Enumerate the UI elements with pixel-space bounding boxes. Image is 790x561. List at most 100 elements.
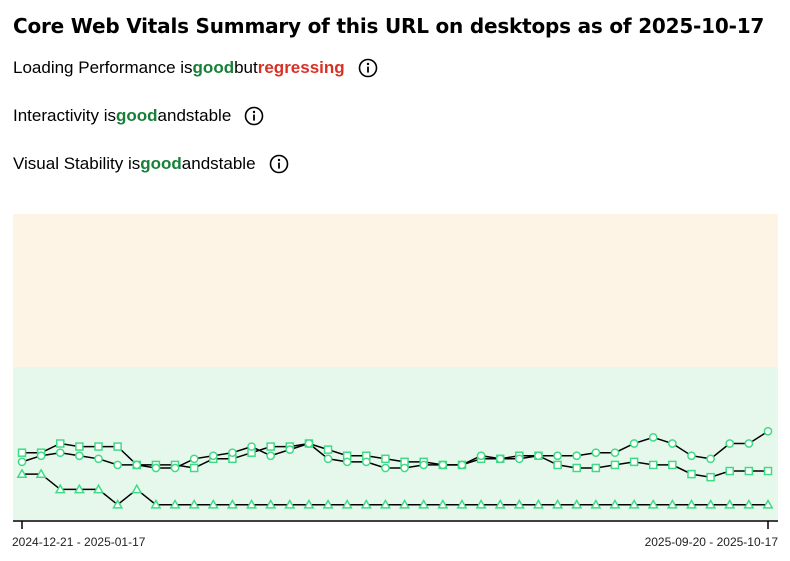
data-point-triangle (73, 483, 85, 494)
status-trend: regressing (257, 58, 345, 77)
data-point-triangle (379, 498, 391, 509)
data-point-circle (457, 460, 467, 470)
data-point-square (572, 463, 581, 473)
data-point-circle (55, 448, 65, 458)
data-point-triangle (418, 498, 430, 509)
data-point-circle (304, 439, 314, 448)
status-trend: stable (210, 154, 256, 173)
status-loading-performance: Loading Performance is good but regressi… (13, 58, 378, 78)
data-point-triangle (513, 498, 525, 509)
data-point-circle (113, 460, 122, 470)
data-point-circle (744, 439, 754, 448)
data-point-triangle (150, 498, 162, 509)
data-point-circle (381, 463, 390, 473)
data-point-triangle (341, 498, 353, 509)
data-point-square (553, 460, 562, 470)
data-point-circle (400, 463, 409, 473)
data-point-square (94, 442, 103, 451)
data-point-circle (725, 439, 735, 448)
data-point-square (75, 442, 84, 451)
x-tick-label-last: 2025-09-20 - 2025-10-17 (645, 535, 779, 549)
data-point-square (113, 442, 122, 451)
data-point-circle (495, 454, 505, 464)
data-point-triangle (647, 498, 659, 509)
series-line-square (22, 442, 768, 478)
data-point-triangle (265, 498, 277, 509)
status-connector: but (234, 58, 258, 77)
status-connector: and (157, 106, 186, 125)
data-point-circle (629, 439, 639, 448)
status-rating: good (192, 58, 235, 77)
data-point-triangle (456, 498, 468, 509)
data-point-circle (534, 451, 543, 461)
data-point-triangle (399, 498, 411, 509)
data-point-triangle (590, 498, 602, 509)
data-point-square (56, 439, 65, 448)
info-icon[interactable] (244, 106, 264, 126)
status-prefix: Interactivity is (13, 106, 116, 125)
data-point-square (323, 445, 333, 454)
data-point-square (189, 463, 199, 473)
data-point-circle (342, 457, 352, 467)
data-point-circle (323, 454, 333, 464)
data-point-circle (247, 442, 256, 451)
data-point-triangle (207, 498, 219, 509)
status-interactivity: Interactivity is good and stable (13, 106, 264, 126)
data-point-circle (687, 451, 696, 461)
data-point-circle (132, 460, 142, 470)
data-point-circle (94, 454, 103, 464)
data-point-circle (438, 460, 448, 470)
data-point-triangle (762, 498, 774, 509)
data-point-square (381, 454, 390, 464)
data-point-triangle (532, 498, 544, 509)
data-point-square (591, 463, 601, 473)
data-point-triangle (322, 498, 334, 509)
data-point-circle (228, 448, 237, 458)
data-point-circle (17, 457, 27, 467)
data-point-circle (361, 457, 371, 467)
info-icon[interactable] (269, 154, 289, 174)
data-point-square (629, 457, 639, 467)
data-point-circle (170, 463, 180, 473)
data-point-triangle (628, 498, 640, 509)
data-point-square (610, 460, 620, 470)
data-point-circle (36, 451, 46, 461)
data-point-triangle (93, 483, 105, 494)
data-point-circle (419, 460, 429, 470)
data-point-triangle (112, 498, 124, 509)
data-point-triangle (284, 498, 296, 509)
data-point-triangle (724, 498, 736, 509)
data-point-triangle (303, 498, 315, 509)
data-point-triangle (494, 498, 506, 509)
data-point-circle (610, 448, 620, 458)
status-prefix: Visual Stability is (13, 154, 141, 173)
data-point-triangle (552, 498, 564, 509)
data-point-square (687, 469, 696, 479)
data-point-triangle (437, 498, 449, 509)
data-point-triangle (246, 498, 258, 509)
status-rating: good (140, 154, 182, 173)
vitals-chart: 2024-12-21 - 2025-01-17 2025-09-20 - 202… (12, 214, 779, 549)
data-point-square (725, 466, 734, 476)
band-needs-improvement (13, 214, 778, 367)
data-point-triangle (666, 498, 678, 509)
data-point-circle (706, 454, 715, 464)
data-point-circle (75, 451, 84, 461)
info-icon[interactable] (358, 58, 378, 78)
data-point-triangle (16, 468, 28, 479)
data-point-square (668, 460, 677, 470)
data-point-circle (151, 463, 161, 473)
status-connector: and (181, 154, 211, 173)
page-title: Core Web Vitals Summary of this URL on d… (13, 14, 765, 38)
data-point-circle (572, 451, 582, 461)
x-tick-label-first: 2024-12-21 - 2025-01-17 (12, 535, 146, 549)
status-visual-stability: Visual Stability is good and stable (13, 154, 289, 174)
data-point-circle (285, 445, 295, 454)
data-point-triangle (131, 483, 143, 494)
data-point-square (763, 466, 773, 476)
data-point-square (266, 442, 275, 451)
data-point-triangle (475, 498, 487, 509)
data-point-square (706, 472, 715, 482)
data-point-triangle (685, 498, 697, 509)
data-point-circle (208, 451, 218, 461)
